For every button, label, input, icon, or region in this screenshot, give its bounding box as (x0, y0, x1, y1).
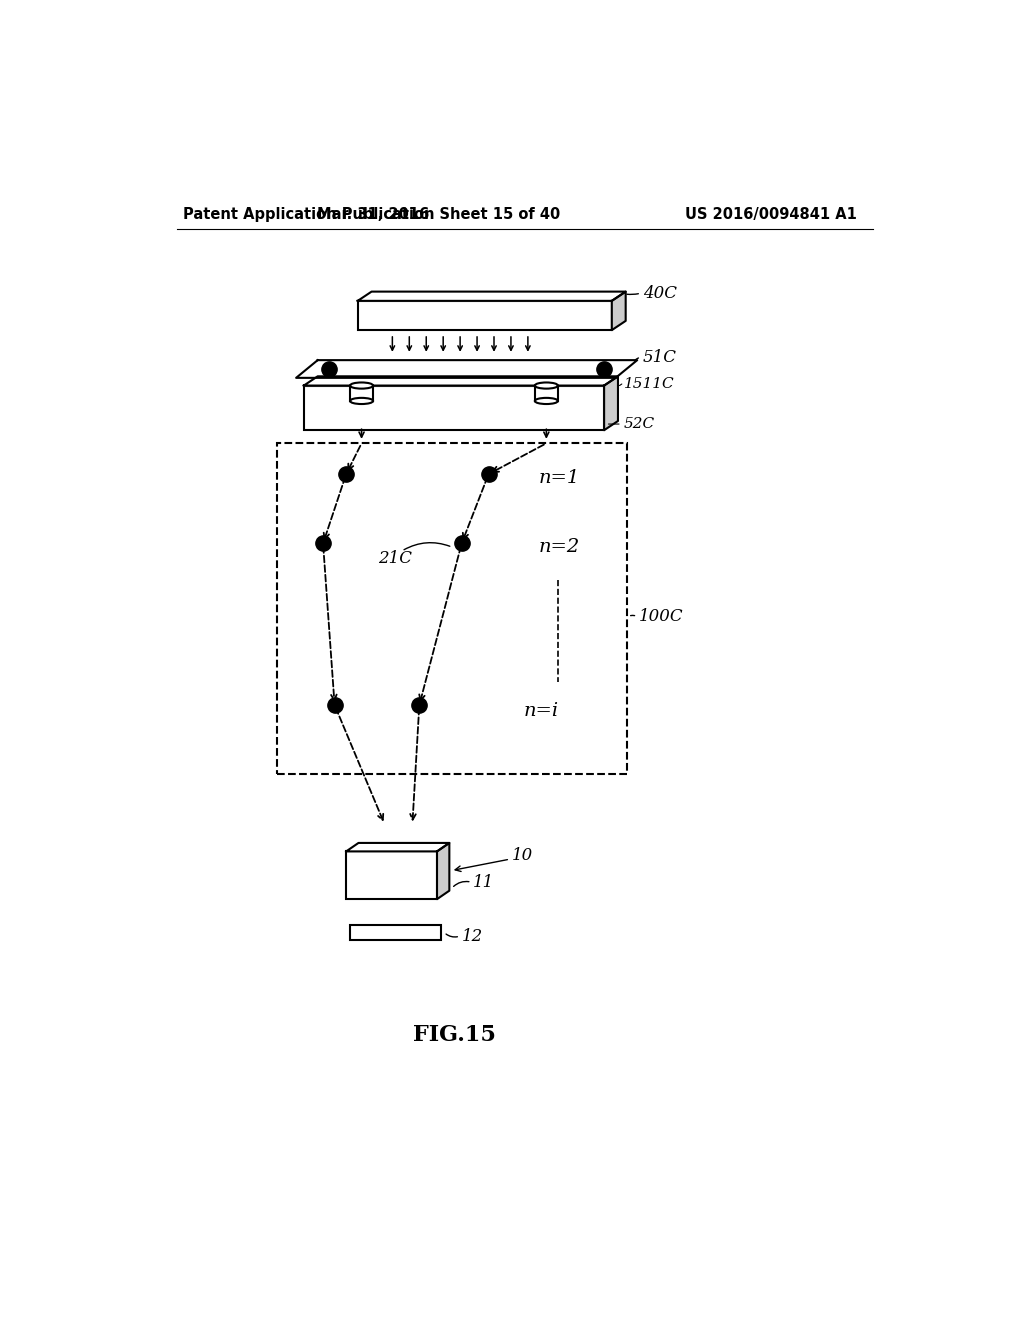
Ellipse shape (535, 383, 558, 388)
Text: 10: 10 (512, 846, 532, 863)
Ellipse shape (350, 383, 373, 388)
Bar (276, 444, 628, 775)
Polygon shape (296, 360, 637, 378)
Text: 12: 12 (462, 928, 483, 945)
Text: 11: 11 (473, 874, 495, 891)
Text: 40C: 40C (643, 285, 677, 302)
Text: 1511C: 1511C (625, 378, 675, 391)
Text: 100C: 100C (639, 609, 683, 626)
Polygon shape (604, 376, 617, 430)
Text: Mar. 31, 2016  Sheet 15 of 40: Mar. 31, 2016 Sheet 15 of 40 (317, 207, 560, 222)
Text: Patent Application Publication: Patent Application Publication (183, 207, 434, 222)
Bar (304, 385, 604, 430)
Polygon shape (357, 292, 626, 301)
FancyArrowPatch shape (404, 543, 450, 549)
Bar (346, 851, 437, 899)
Ellipse shape (535, 397, 558, 404)
Text: n=i: n=i (523, 702, 558, 721)
Text: 51C: 51C (643, 348, 677, 366)
Bar (357, 301, 611, 330)
Polygon shape (346, 843, 450, 851)
Polygon shape (611, 292, 626, 330)
Text: US 2016/0094841 A1: US 2016/0094841 A1 (685, 207, 857, 222)
Text: n=2: n=2 (539, 539, 580, 556)
Text: n=1: n=1 (539, 469, 580, 487)
FancyArrowPatch shape (454, 882, 469, 887)
Text: FIG.15: FIG.15 (413, 1024, 496, 1045)
Polygon shape (437, 843, 450, 899)
Ellipse shape (350, 397, 373, 404)
FancyArrowPatch shape (446, 935, 458, 937)
Text: 52C: 52C (625, 417, 655, 432)
Text: 21C: 21C (379, 550, 413, 568)
Bar (350, 924, 441, 940)
Polygon shape (304, 376, 617, 385)
